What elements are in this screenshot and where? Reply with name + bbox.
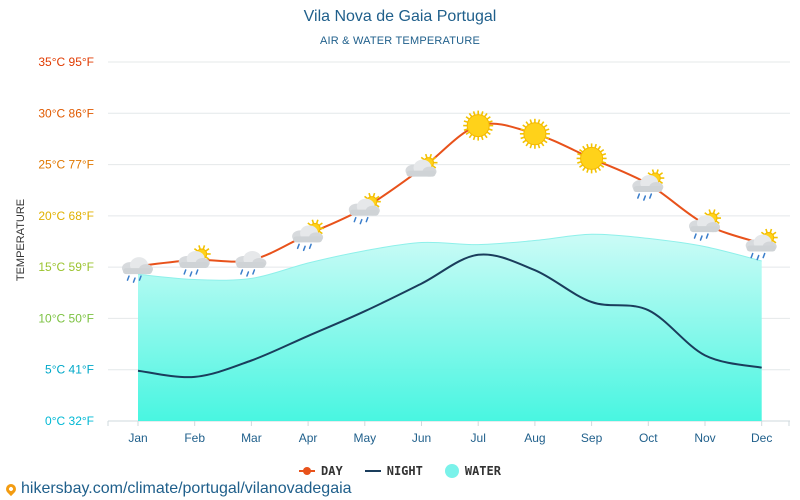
x-tick-label: Aug bbox=[524, 431, 545, 445]
raindrop bbox=[699, 235, 703, 241]
partly-cloudy-icon bbox=[405, 153, 438, 177]
partly-cloudy-rain-icon bbox=[178, 245, 211, 277]
legend-item-water[interactable]: WATER bbox=[444, 464, 501, 478]
cloud-part bbox=[633, 186, 663, 193]
raindrop bbox=[353, 216, 357, 223]
light-rain-icon bbox=[122, 257, 153, 283]
y-tick-label: 10°C 50°F bbox=[38, 311, 94, 325]
raindrop bbox=[240, 269, 244, 275]
y-tick-label: 15°C 59°F bbox=[38, 260, 94, 274]
x-tick-label: Mar bbox=[241, 431, 262, 445]
y-tick-label: 20°C 68°F bbox=[38, 209, 94, 223]
y-tick-label: 30°C 86°F bbox=[38, 106, 94, 120]
sunny-icon bbox=[576, 143, 607, 174]
raindrop bbox=[649, 193, 653, 199]
chart-title: Vila Nova de Gaia Portugal bbox=[303, 8, 497, 25]
raindrop bbox=[308, 243, 312, 250]
raindrop bbox=[126, 275, 130, 281]
partly-cloudy-rain-icon bbox=[689, 209, 721, 241]
raindrop bbox=[750, 252, 754, 259]
raindrop bbox=[183, 269, 187, 275]
raindrop bbox=[189, 271, 193, 277]
sun-disc bbox=[466, 114, 490, 138]
cloud-part bbox=[179, 261, 209, 268]
cloud-part bbox=[293, 236, 323, 243]
legend-item-day[interactable]: DAY bbox=[299, 464, 343, 478]
legend-night-swatch bbox=[364, 470, 381, 472]
raindrop bbox=[365, 216, 369, 223]
location-pin-icon bbox=[3, 481, 19, 497]
raindrop bbox=[132, 277, 136, 283]
raindrop bbox=[246, 271, 250, 277]
cloud-part bbox=[236, 261, 266, 268]
legend-water-label: WATER bbox=[464, 464, 501, 478]
sunny-icon bbox=[463, 110, 494, 141]
x-tick-label: Sep bbox=[581, 431, 603, 445]
legend-item-night[interactable]: NIGHT bbox=[364, 464, 423, 478]
raindrop bbox=[302, 245, 306, 252]
raindrop bbox=[762, 252, 766, 259]
chart-legend: DAY NIGHT WATER bbox=[0, 464, 800, 478]
sun-disc bbox=[523, 122, 547, 146]
chart-subtitle: AIR & WATER TEMPERATURE bbox=[319, 35, 481, 47]
partly-cloudy-rain-icon bbox=[632, 169, 665, 201]
water-area bbox=[138, 234, 762, 421]
sunny-icon bbox=[519, 118, 550, 149]
cloud-part bbox=[690, 226, 719, 233]
legend-water-swatch bbox=[444, 464, 459, 478]
raindrop bbox=[138, 275, 142, 281]
cloud-part bbox=[123, 268, 152, 275]
raindrop bbox=[252, 269, 256, 275]
legend-night-label: NIGHT bbox=[386, 464, 423, 478]
x-tick-label: Oct bbox=[639, 431, 658, 445]
footer-link[interactable]: hikersbay.com/climate/portugal/vilanovad… bbox=[3, 480, 352, 498]
y-tick-label: 5°C 41°F bbox=[45, 363, 94, 377]
legend-day-label: DAY bbox=[321, 464, 343, 478]
x-tick-label: Jul bbox=[471, 431, 486, 445]
water-line bbox=[137, 233, 762, 281]
x-tick-label: Jun bbox=[412, 431, 431, 445]
raindrop bbox=[693, 233, 697, 239]
night-temperature-line bbox=[137, 253, 762, 379]
raindrop bbox=[756, 254, 760, 261]
raindrop bbox=[705, 233, 709, 239]
x-tick-label: Nov bbox=[694, 431, 715, 445]
raindrop bbox=[637, 193, 641, 199]
cloud-part bbox=[406, 170, 436, 177]
raindrop bbox=[643, 195, 647, 201]
x-tick-label: Apr bbox=[299, 431, 318, 445]
footer-url: hikersbay.com/climate/portugal/vilanovad… bbox=[21, 480, 352, 497]
y-tick-label: 25°C 77°F bbox=[38, 158, 94, 172]
partly-cloudy-rain-icon bbox=[292, 219, 325, 252]
raindrop bbox=[296, 243, 300, 250]
x-tick-label: Dec bbox=[751, 431, 772, 445]
y-tick-label: 0°C 32°F bbox=[45, 414, 94, 428]
x-tick-label: Jan bbox=[128, 431, 147, 445]
raindrop bbox=[195, 269, 199, 275]
raindrop bbox=[359, 218, 363, 225]
cloud-part bbox=[349, 209, 379, 216]
partly-cloudy-rain-icon bbox=[745, 228, 778, 261]
partly-cloudy-rain-icon bbox=[348, 192, 381, 225]
sun-disc bbox=[580, 146, 604, 170]
x-tick-label: Feb bbox=[184, 431, 205, 445]
cloud-part bbox=[746, 245, 776, 252]
light-rain-icon bbox=[235, 250, 267, 277]
legend-day-swatch bbox=[299, 467, 316, 475]
y-tick-label: 35°C 95°F bbox=[38, 55, 94, 69]
x-tick-label: May bbox=[353, 431, 376, 445]
